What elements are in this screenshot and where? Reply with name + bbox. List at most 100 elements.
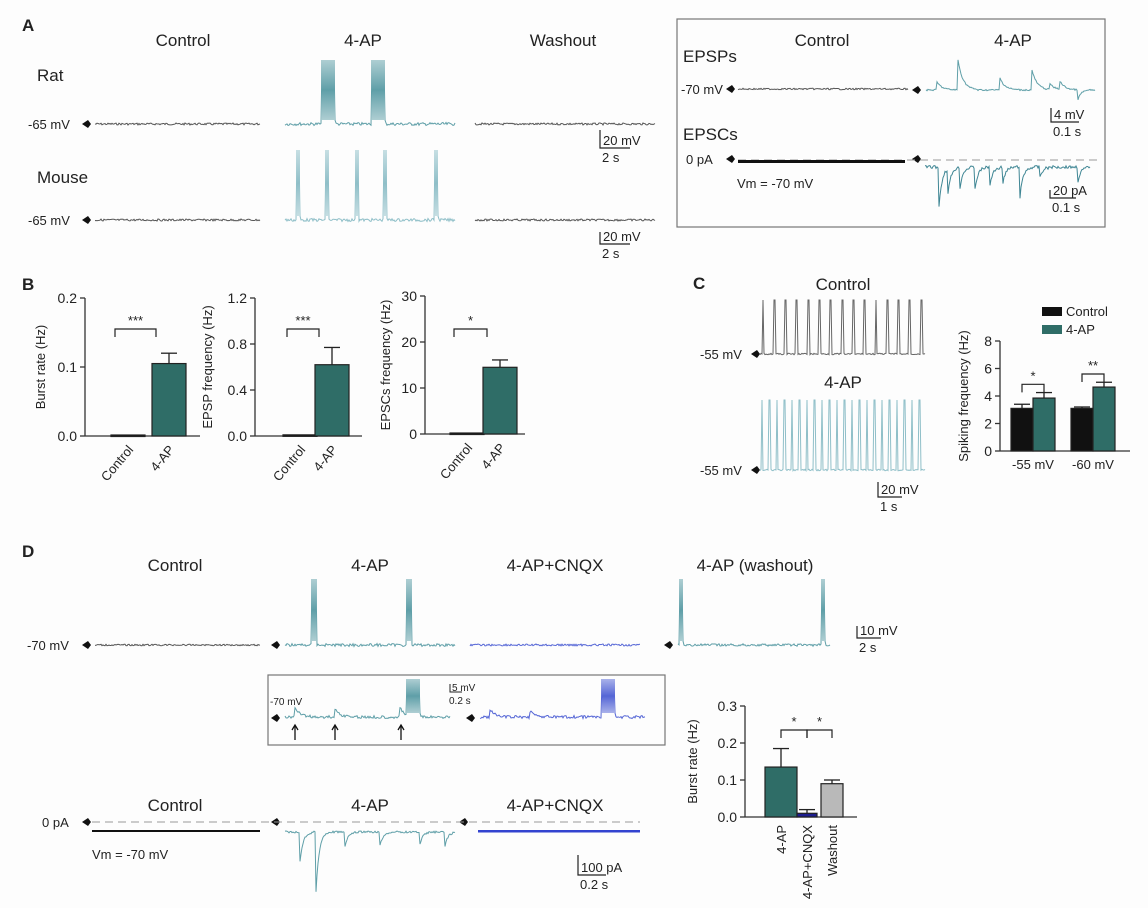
scale-bar-amplitude: 20 mV [881, 482, 919, 497]
epsc-4ap-trace [924, 164, 1091, 207]
vc-scale-bar [577, 855, 606, 876]
inset-box [267, 674, 666, 746]
vc-control-trace [92, 830, 260, 832]
y-tick-label: 0.4 [228, 382, 248, 398]
epsp-control-trace [737, 87, 909, 91]
panel-label-a: A [22, 16, 34, 35]
y-tick-label: 2 [984, 416, 992, 432]
x-category-label: Control [98, 442, 136, 484]
x-category-label: 4-AP [478, 440, 508, 472]
y-tick-label: 8 [984, 333, 992, 349]
d-control-trace [94, 643, 261, 647]
holding-arrow-icon [912, 86, 921, 94]
x-category-label: -60 mV [1072, 457, 1114, 472]
scale-bar-time: 0.1 s [1052, 200, 1081, 215]
scale-bar-time: 0.1 s [1053, 124, 1082, 139]
scale-bar-time: 2 s [602, 150, 620, 165]
y-tick-label: 0.2 [718, 735, 738, 751]
y-tick-label: 4 [984, 388, 992, 404]
inset-scale-bar [449, 684, 462, 693]
mouse-washout-trace [474, 218, 656, 222]
bar-4ap [764, 766, 798, 818]
epsc-control-trace [738, 160, 905, 163]
y-tick-label: 0.0 [228, 428, 248, 444]
holding-potential-label: -55 mV [700, 463, 742, 478]
x-category-label: 4-AP+CNQX [800, 825, 815, 899]
bar-4ap [482, 366, 518, 435]
y-tick-label: 0.1 [58, 359, 78, 375]
holding-arrow-icon [271, 714, 280, 722]
scale-bar-amplitude: 20 pA [1053, 183, 1087, 198]
scale-bar-amplitude: 10 mV [860, 623, 898, 638]
holding-potential-label: -55 mV [700, 347, 742, 362]
legend-label-control: Control [1066, 304, 1108, 319]
y-tick-label: 0.3 [718, 698, 738, 714]
panelD-scale-bar [856, 626, 881, 639]
inset-cnqx-trace [479, 678, 646, 721]
significance-bracket [1081, 373, 1105, 382]
inset-condition-title: 4-AP [994, 31, 1032, 50]
holding-arrow-icon [664, 641, 673, 649]
epsc-scale-bar [1049, 190, 1076, 199]
mouse-scale-bar [599, 232, 630, 245]
condition-title: 4-AP [351, 556, 389, 575]
holding-arrow-icon [82, 120, 91, 128]
significance-marker: * [791, 714, 796, 729]
y-tick-label: 0 [409, 426, 417, 442]
x-category-label: 4-AP [774, 825, 789, 854]
holding-potential-label: -65 mV [28, 213, 70, 228]
d-cnqx-trace [469, 643, 641, 647]
significance-marker: *** [295, 313, 310, 328]
condition-title: 4-AP [824, 373, 862, 392]
condition-title: 4-AP+CNQX [507, 796, 604, 815]
holding-potential-label: -70 mV [27, 638, 69, 653]
holding-arrow-icon [82, 641, 91, 649]
row-label-mouse: Mouse [37, 168, 88, 187]
y-tick-label: 0.8 [228, 336, 248, 352]
scale-bar-time: 0.2 s [580, 877, 609, 892]
epsc-zero-label: 0 pA [686, 152, 713, 167]
scale-bar-amplitude: 100 pA [581, 860, 623, 875]
legend-swatch-control [1042, 307, 1062, 316]
y-tick-label: 0.2 [58, 290, 78, 306]
panel-label-b: B [22, 275, 34, 294]
holding-potential-label: -65 mV [28, 117, 70, 132]
panelC-scale-bar [877, 482, 902, 498]
significance-bracket [114, 328, 157, 337]
significance-bracket [1021, 383, 1045, 393]
x-category-label: 4-AP [310, 442, 340, 474]
vc-cnqx-trace [478, 830, 640, 833]
significance-marker: ** [1088, 358, 1098, 373]
mouse-control-trace [94, 218, 261, 222]
bar-control [1010, 407, 1034, 452]
x-category-label: Control [437, 440, 476, 482]
y-tick-label: 20 [401, 334, 417, 350]
bar-control [449, 432, 485, 436]
epsp-epsc-inset-box [676, 18, 1106, 228]
holding-arrow-icon [82, 216, 91, 224]
zero-current-label: 0 pA [42, 815, 69, 830]
y-axis-label: Spiking frequency (Hz) [956, 330, 971, 462]
legend-swatch-4ap [1042, 325, 1062, 334]
y-tick-label: 1.2 [228, 290, 248, 306]
significance-marker: * [1030, 368, 1035, 383]
inset-condition-title: Control [795, 31, 850, 50]
bar-4ap [1032, 397, 1056, 452]
holding-arrow-icon [726, 155, 735, 163]
scale-bar-time: 1 s [880, 499, 898, 514]
bar-control [110, 434, 146, 438]
4ap-spiking-trace [759, 399, 926, 472]
vm-label: Vm = -70 mV [737, 176, 814, 191]
row-label-rat: Rat [37, 66, 64, 85]
bar-cnqx [796, 812, 818, 818]
bar-4ap [151, 362, 187, 437]
rat-washout-trace [474, 122, 656, 126]
scale-bar-time: 2 s [602, 246, 620, 261]
scale-bar-amplitude: 4 mV [1054, 107, 1085, 122]
epsp-holding-label: -70 mV [681, 82, 723, 97]
y-tick-label: 30 [401, 288, 417, 304]
scale-bar-amplitude: 5 mV [452, 683, 476, 694]
y-axis-label: EPSCs frequency (Hz) [378, 300, 393, 431]
rat-4ap-trace [284, 59, 456, 127]
